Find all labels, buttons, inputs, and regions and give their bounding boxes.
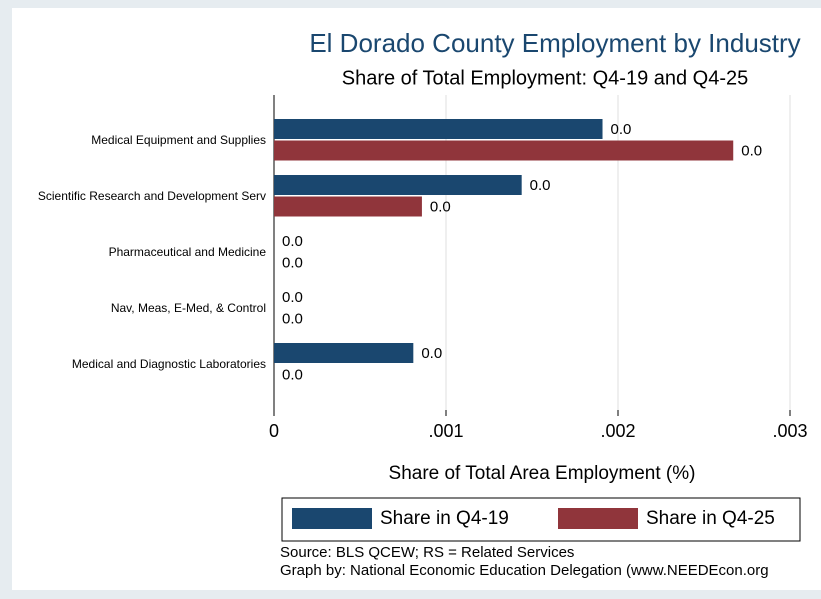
legend-label: Share in Q4-19 bbox=[380, 508, 509, 529]
chart-title: El Dorado County Employment by Industry bbox=[309, 28, 800, 58]
value-label: 0.0 bbox=[282, 233, 303, 250]
bar bbox=[274, 343, 414, 363]
legend-swatch bbox=[292, 508, 372, 529]
graph-region bbox=[12, 8, 821, 590]
value-label: 0.0 bbox=[530, 177, 551, 194]
x-tick-label: .002 bbox=[600, 421, 635, 441]
legend-label: Share in Q4-25 bbox=[646, 508, 775, 529]
x-tick-label: .001 bbox=[428, 421, 463, 441]
bar bbox=[274, 140, 734, 161]
value-label: 0.0 bbox=[282, 254, 303, 271]
value-label: 0.0 bbox=[282, 366, 303, 383]
bar bbox=[274, 119, 603, 139]
x-axis-label: Share of Total Area Employment (%) bbox=[389, 463, 696, 484]
y-tick-label: Scientific Research and Development Serv bbox=[38, 189, 266, 203]
bar bbox=[274, 196, 422, 217]
bar bbox=[274, 175, 522, 195]
y-tick-label: Medical Equipment and Supplies bbox=[91, 133, 266, 147]
y-tick-label: Nav, Meas, E-Med, & Control bbox=[111, 301, 266, 315]
x-tick-label: .003 bbox=[772, 421, 807, 441]
legend-swatch bbox=[558, 508, 638, 529]
value-label: 0.0 bbox=[611, 121, 632, 138]
note: Graph by: National Economic Education De… bbox=[280, 562, 769, 579]
value-label: 0.0 bbox=[282, 289, 303, 306]
y-tick-label: Medical and Diagnostic Laboratories bbox=[72, 357, 266, 371]
chart-subtitle: Share of Total Employment: Q4-19 and Q4-… bbox=[342, 67, 749, 89]
value-label: 0.0 bbox=[741, 142, 762, 159]
value-label: 0.0 bbox=[430, 198, 451, 215]
note: Source: BLS QCEW; RS = Related Services bbox=[280, 544, 574, 561]
value-label: 0.0 bbox=[421, 345, 442, 362]
x-tick-label: 0 bbox=[269, 421, 279, 441]
y-tick-label: Pharmaceutical and Medicine bbox=[109, 245, 267, 259]
value-label: 0.0 bbox=[282, 310, 303, 327]
